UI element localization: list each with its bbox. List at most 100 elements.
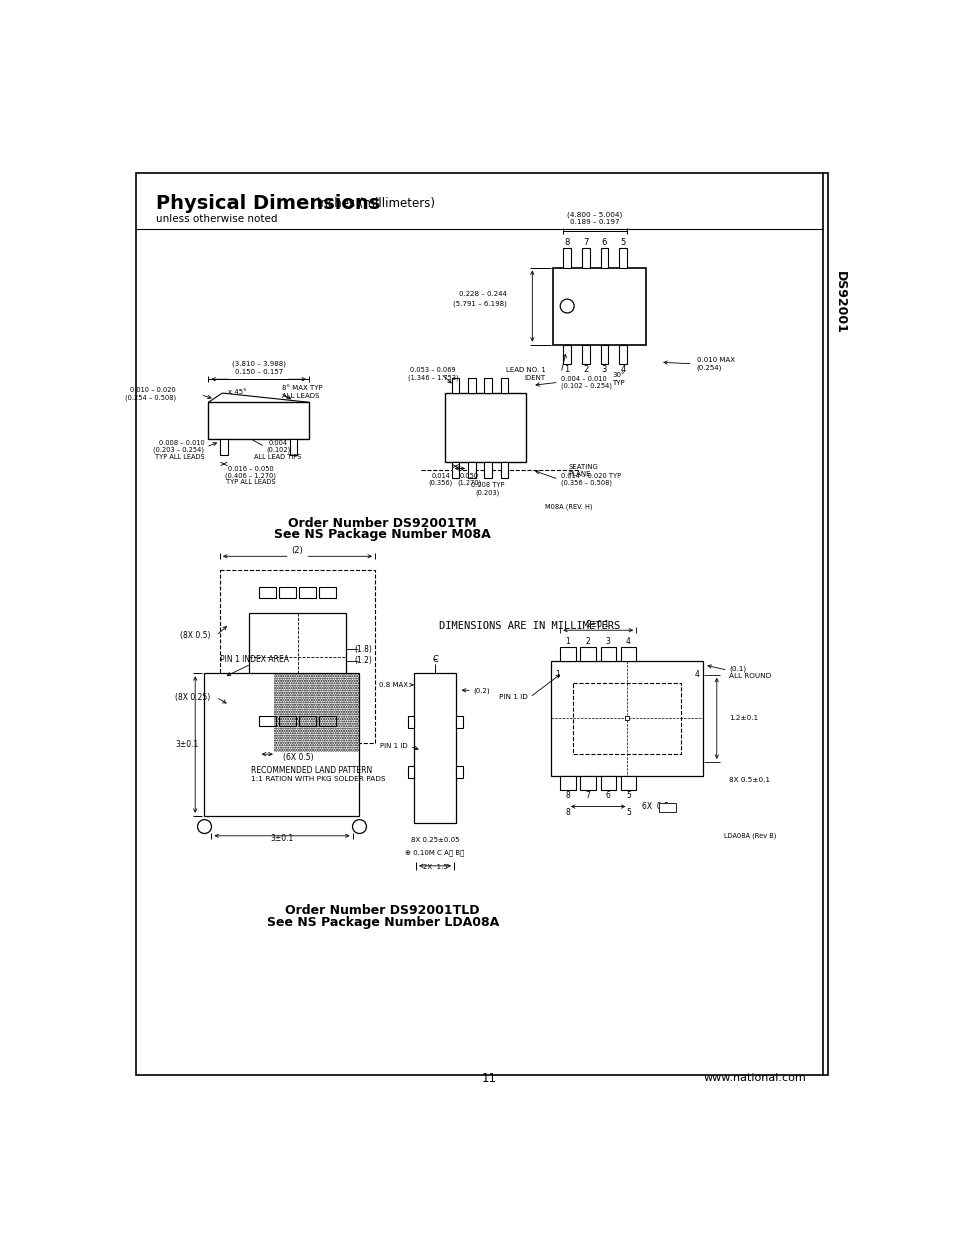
Text: 0.014: 0.014 [431, 473, 450, 479]
Text: 0.050: 0.050 [459, 473, 478, 479]
Text: 0.053 – 0.069: 0.053 – 0.069 [410, 367, 456, 373]
Text: 4: 4 [625, 636, 630, 646]
Text: M08A (REV. H): M08A (REV. H) [545, 504, 593, 510]
Text: 3: 3 [601, 366, 606, 374]
Text: (4.800 – 5.004): (4.800 – 5.004) [567, 211, 622, 217]
Text: 11: 11 [481, 1072, 496, 1084]
Text: 0.010 MAX: 0.010 MAX [696, 357, 734, 363]
Text: 6: 6 [605, 792, 610, 800]
Text: B: B [201, 823, 208, 831]
Bar [620, 647, 636, 661]
Text: (2): (2) [292, 546, 303, 555]
Bar [484, 462, 492, 478]
Bar [407, 716, 414, 727]
Bar [559, 776, 575, 789]
Text: (0.1): (0.1) [728, 666, 745, 672]
Text: 1: 1 [564, 366, 569, 374]
Text: 0.8 MAX: 0.8 MAX [378, 682, 407, 688]
Text: 0.016 – 0.050: 0.016 – 0.050 [228, 466, 274, 472]
Text: See NS Package Number LDA08A: See NS Package Number LDA08A [266, 915, 498, 929]
Text: (0.356 – 0.508): (0.356 – 0.508) [560, 480, 612, 487]
Bar [624, 716, 628, 720]
Bar [249, 613, 346, 701]
Text: 8: 8 [564, 237, 569, 247]
Text: 8: 8 [565, 808, 570, 818]
Bar [599, 776, 616, 789]
Bar [220, 440, 228, 454]
Text: Order Number DS92001TLD: Order Number DS92001TLD [285, 904, 479, 918]
Bar [298, 587, 315, 598]
Text: 0.004 – 0.010: 0.004 – 0.010 [560, 377, 606, 382]
Text: LDA08A (Rev B): LDA08A (Rev B) [723, 832, 776, 839]
Bar [581, 248, 589, 268]
Text: SEATING: SEATING [568, 464, 598, 471]
Text: (0.203 – 0.254): (0.203 – 0.254) [153, 447, 204, 453]
Bar [484, 378, 492, 393]
Text: 6X  0.5: 6X 0.5 [641, 802, 668, 811]
Text: 4: 4 [694, 671, 699, 679]
Text: (0.2): (0.2) [473, 687, 490, 694]
Text: (0.406 – 1.270): (0.406 – 1.270) [225, 472, 276, 479]
Text: 8X 0.5±0.1: 8X 0.5±0.1 [728, 777, 769, 783]
Text: RECOMMENDED LAND PATTERN: RECOMMENDED LAND PATTERN [251, 766, 372, 774]
Bar [579, 776, 596, 789]
Bar [452, 462, 459, 478]
Text: TYP ALL LEADS: TYP ALL LEADS [154, 454, 204, 459]
Text: 1.2±0.1: 1.2±0.1 [728, 715, 758, 721]
Bar [208, 403, 309, 440]
Bar [468, 378, 476, 393]
Text: x 45°: x 45° [228, 389, 246, 394]
Text: 0.228 – 0.244: 0.228 – 0.244 [458, 291, 506, 298]
Text: (6X 0.5): (6X 0.5) [282, 753, 313, 762]
Bar [278, 587, 295, 598]
Bar [319, 587, 335, 598]
Bar [553, 268, 645, 345]
Text: www.national.com: www.national.com [702, 1073, 805, 1083]
Text: (0.356): (0.356) [428, 480, 453, 487]
Bar [452, 378, 459, 393]
Text: 5: 5 [625, 792, 630, 800]
Bar [618, 248, 626, 268]
Text: (0.203): (0.203) [475, 489, 499, 495]
Text: 7: 7 [585, 792, 590, 800]
Text: unless otherwise noted: unless otherwise noted [156, 214, 277, 224]
Text: (1.270): (1.270) [456, 480, 481, 487]
Text: LEAD NO. 1: LEAD NO. 1 [505, 367, 545, 373]
Bar [500, 378, 508, 393]
Text: IDENT: IDENT [524, 374, 545, 380]
Text: 1: 1 [565, 636, 570, 646]
Text: (8X 0.25): (8X 0.25) [175, 693, 211, 701]
Bar [274, 673, 359, 752]
Text: A: A [356, 823, 362, 831]
Bar [319, 716, 335, 726]
Text: (0.102): (0.102) [266, 447, 290, 453]
Text: 7: 7 [582, 237, 588, 247]
Bar [444, 393, 525, 462]
Text: 0.008 TYP: 0.008 TYP [470, 483, 503, 489]
Text: 1: 1 [554, 671, 558, 679]
Bar [599, 345, 608, 364]
Bar [562, 248, 571, 268]
Bar [258, 587, 275, 598]
Bar [599, 647, 616, 661]
Text: ALL ROUND: ALL ROUND [728, 673, 771, 679]
Bar [298, 716, 315, 726]
Text: (8X 0.5): (8X 0.5) [180, 631, 211, 640]
Text: (1.346 – 1.753): (1.346 – 1.753) [407, 374, 458, 380]
Text: inches (millimeters): inches (millimeters) [316, 198, 435, 210]
Text: 0.150 – 0.157: 0.150 – 0.157 [234, 368, 283, 374]
Bar [581, 345, 589, 364]
Bar [550, 661, 702, 776]
Text: 5: 5 [625, 808, 630, 818]
Bar [290, 440, 297, 454]
Text: 5: 5 [619, 237, 625, 247]
Bar [620, 776, 636, 789]
Text: (1.8): (1.8) [355, 645, 372, 653]
Text: 3±0.1: 3±0.1 [270, 835, 294, 844]
Text: 8X 0.25±0.05: 8X 0.25±0.05 [411, 837, 458, 844]
Text: 30°: 30° [612, 372, 624, 378]
Text: 3±0.1: 3±0.1 [175, 740, 199, 750]
Text: 8° MAX TYP: 8° MAX TYP [282, 385, 322, 391]
Bar [414, 673, 456, 824]
Bar [562, 345, 571, 364]
